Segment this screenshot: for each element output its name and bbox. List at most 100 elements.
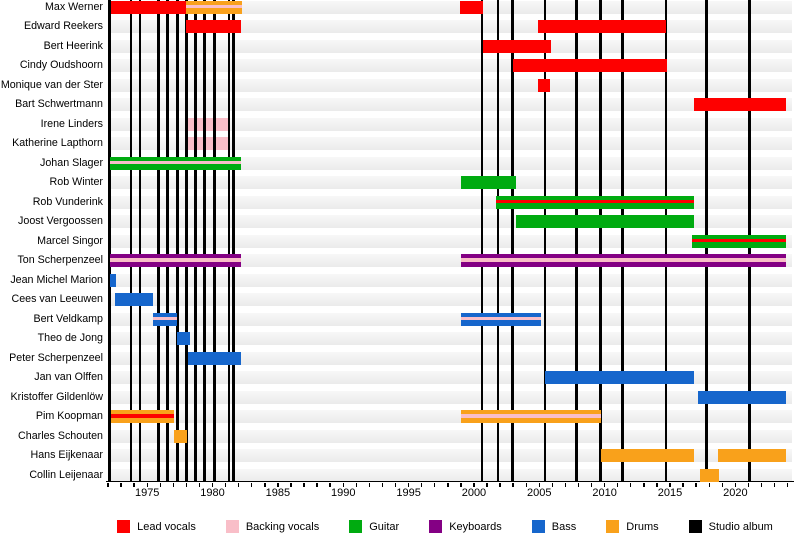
studio-album-line (129, 0, 133, 481)
axis-tick (434, 482, 436, 487)
secondary-role-stripe-lead-vocals (692, 238, 787, 243)
axis-tick (538, 482, 540, 487)
member-name: Kristoffer Gildenlöw (10, 390, 103, 403)
tenure-bar-lead-vocals (538, 78, 550, 92)
member-name: Cindy Oudshoorn (19, 59, 103, 71)
row-track (108, 59, 792, 72)
tenure-bar-drums (110, 410, 174, 423)
legend-item-guitar: Guitar (349, 520, 399, 533)
axis-tick (329, 482, 331, 487)
tenure-bar-lead-vocals (693, 98, 787, 111)
row-track (108, 332, 792, 345)
studio-album-line (227, 0, 231, 481)
axis-tick-label: 2020 (723, 487, 748, 499)
secondary-role-stripe-backing-vocals (109, 160, 242, 165)
plot-area (108, 0, 792, 482)
member-name: Monique van der Ster (0, 78, 103, 91)
axis-tick (146, 482, 148, 487)
axis-tick-label: 2015 (657, 487, 683, 499)
axis-tick (786, 482, 789, 487)
tenure-bar-lead-vocals (538, 20, 667, 33)
member-name: Collin Leijenaar (29, 468, 103, 481)
axis-tick (342, 482, 344, 487)
legend-item-keyboards: Keyboards (429, 520, 502, 533)
axis-tick (264, 482, 266, 487)
secondary-role-stripe-lead-vocals (496, 199, 694, 204)
member-name: Rob Winter (49, 176, 103, 188)
axis-tick (682, 482, 684, 487)
axis-tick (251, 482, 253, 487)
axis-tick (420, 482, 423, 487)
axis-tick (486, 482, 488, 487)
studio-album-line (213, 0, 216, 481)
axis-tick (473, 482, 475, 487)
bass-swatch (531, 520, 545, 533)
row-track (108, 176, 792, 189)
axis-tick (669, 482, 671, 487)
row-track (108, 390, 792, 404)
axis-tick (747, 482, 750, 487)
row-track (108, 273, 792, 287)
member-name: Jean Michel Marion (10, 273, 103, 286)
tenure-bar-guitar (496, 195, 694, 209)
row-track (108, 429, 792, 443)
tenure-bar-bass (109, 273, 117, 287)
tenure-bar-backing-vocals (187, 137, 228, 150)
secondary-role-stripe-backing-vocals (460, 414, 601, 418)
axis-tick (695, 482, 697, 487)
secondary-role-stripe-backing-vocals (460, 258, 787, 262)
tenure-bar-bass (188, 351, 241, 365)
member-name: Johan Slager (40, 156, 103, 169)
legend-label: Drums (626, 520, 659, 533)
tenure-bar-bass (698, 390, 787, 404)
tenure-bar-bass (545, 371, 695, 384)
member-name: Charles Schouten (18, 429, 103, 442)
member-name: Edward Reekers (23, 20, 103, 32)
axis-tick-label: 1995 (396, 487, 421, 499)
member-name: Ton Scherpenzeel (17, 254, 103, 266)
studio-album-swatch (688, 520, 702, 533)
studio-album-line (232, 0, 235, 481)
member-name: Jan van Olffen (34, 371, 103, 383)
axis-tick (381, 482, 384, 487)
studio-album-line (185, 0, 188, 481)
axis-tick (107, 482, 109, 487)
tenure-bar-drums (174, 429, 188, 443)
tenure-bar-guitar (692, 234, 787, 248)
tenure-bar-bass (460, 312, 542, 326)
legend-label: Studio album (708, 520, 773, 533)
legend-item-lead-vocals: Lead vocals (117, 520, 196, 533)
legend-item-studio-album: Studio album (688, 520, 773, 533)
axis-tick (590, 482, 593, 487)
row-track (108, 293, 792, 306)
studio-album-line (664, 0, 668, 481)
axis-tick (303, 482, 305, 487)
axis-tick (734, 482, 737, 487)
x-axis-line (106, 480, 794, 483)
axis-tick (198, 482, 201, 487)
axis-tick (643, 482, 645, 487)
axis-tick-label: 1980 (200, 487, 225, 499)
keyboards-swatch (429, 520, 443, 533)
member-name: Joost Vergoossen (18, 215, 103, 227)
axis-tick-label: 2010 (592, 487, 617, 499)
axis-tick (499, 482, 501, 487)
row-track (108, 39, 792, 53)
tenure-bar-bass (153, 312, 177, 326)
tenure-bar-keyboards (109, 254, 242, 267)
member-name: Irene Linders (40, 117, 103, 130)
studio-album-line (175, 0, 179, 481)
tenure-bar-lead-vocals (460, 0, 484, 14)
guitar-swatch (349, 520, 363, 533)
axis-tick (407, 482, 410, 487)
studio-album-line (543, 0, 547, 481)
tenure-bar-guitar (460, 176, 516, 189)
tenure-bar-bass (176, 332, 190, 345)
member-name: Peter Scherpenzeel (9, 351, 103, 364)
secondary-role-stripe-backing-vocals (186, 4, 242, 9)
axis-tick (368, 482, 371, 487)
secondary-role-stripe-backing-vocals (109, 258, 242, 262)
member-name: Rob Vunderink (32, 195, 103, 208)
axis-tick-label: 1990 (331, 487, 356, 499)
